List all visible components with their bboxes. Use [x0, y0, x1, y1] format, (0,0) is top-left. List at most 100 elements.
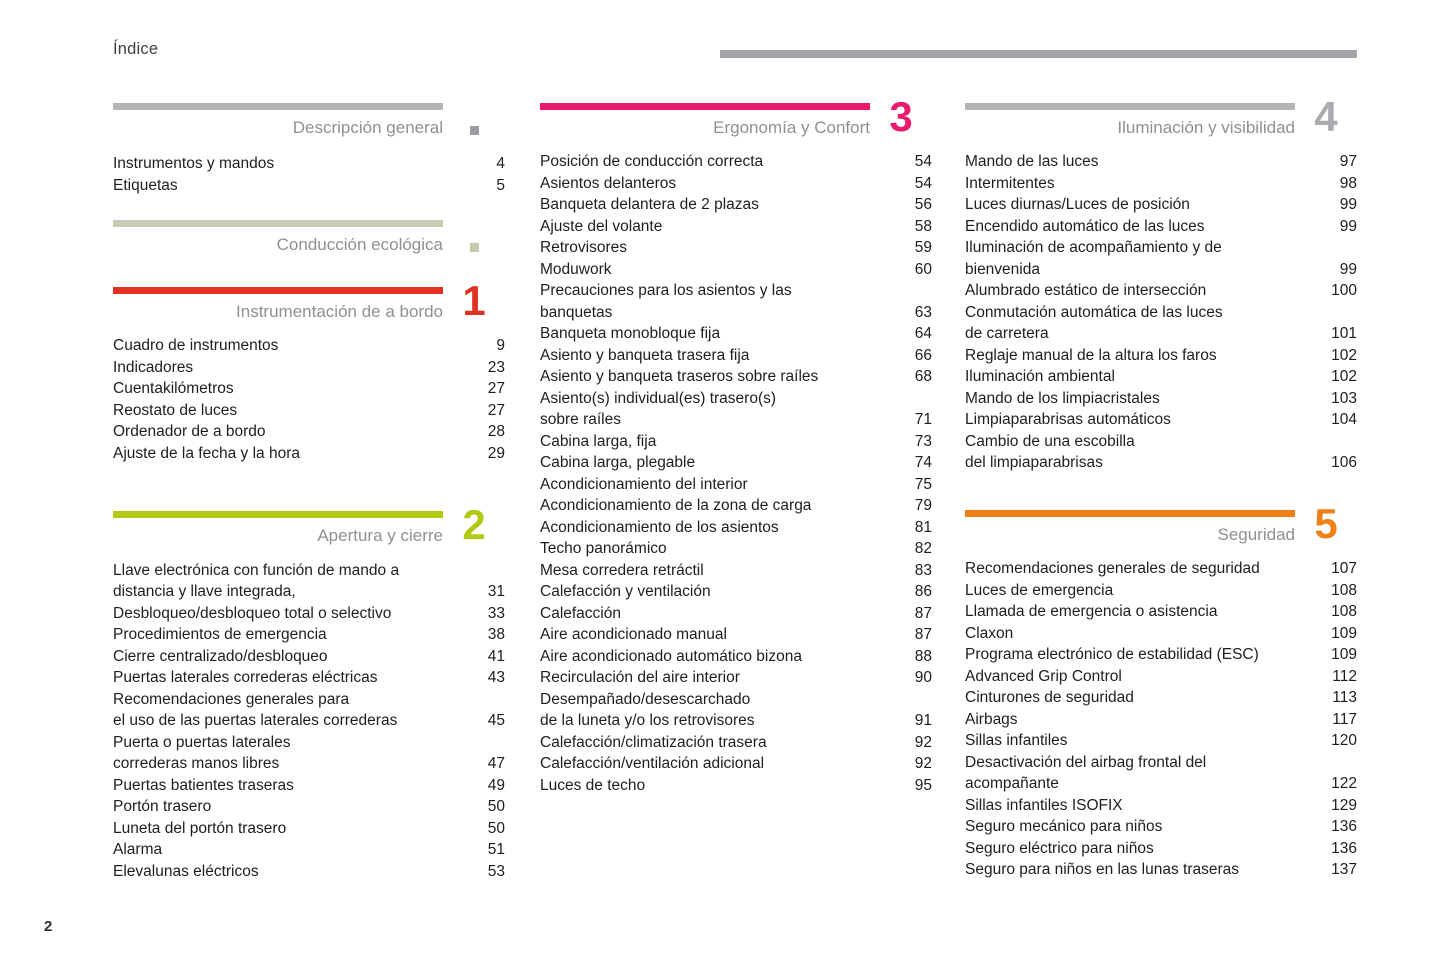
toc-entry: Puerta o puertas laterales correderas ma…: [113, 732, 505, 775]
toc-entry: Cuadro de instrumentos 9: [113, 335, 505, 357]
toc-entry: Luneta del portón trasero 50: [113, 818, 505, 840]
toc-entry-page: 81: [914, 518, 932, 536]
toc-entry-page: 59: [914, 239, 932, 257]
toc-entry: Mando de los limpiacristales 103: [965, 388, 1357, 410]
toc-entry-label: Cuadro de instrumentos: [113, 337, 279, 355]
toc-entry: Puertas laterales correderas eléctricas …: [113, 667, 505, 689]
entry-list: Llave electrónica con función de mando a…: [113, 560, 505, 883]
section-apertura-y-cierre: Apertura y cierre 2 Llave electrónica co…: [113, 504, 505, 883]
toc-entry-page: 33: [487, 604, 505, 622]
entry-list: Posición de conducción correcta 54 Asien…: [540, 151, 932, 796]
toc-entry-page: 83: [914, 561, 932, 579]
toc-entry: Desbloqueo/desbloqueo total o selectivo …: [113, 603, 505, 625]
toc-entry: Aire acondicionado manual 87: [540, 624, 932, 646]
toc-entry-label: Portón trasero: [113, 798, 212, 815]
toc-entry-label: Cierre centralizado/desbloqueo: [113, 647, 328, 665]
section-number: 3: [889, 93, 913, 140]
toc-entry-label: Moduwork: [540, 260, 612, 278]
toc-entry-label: Alarma: [113, 841, 163, 858]
toc-entry: Claxon 109: [965, 623, 1357, 645]
toc-entry-page: 88: [914, 647, 932, 665]
toc-entry-label: Acondicionamiento del interior: [540, 475, 748, 493]
toc-entry: Calefacción/ventilación adicional 92: [540, 753, 932, 775]
section-number: 5: [1314, 499, 1338, 547]
toc-entry-label: Limpiaparabrisas automáticos: [965, 411, 1171, 429]
section-title: Conducción ecológica: [276, 235, 443, 254]
toc-entry: Banqueta delantera de 2 plazas 56: [540, 194, 932, 216]
toc-entry: Cambio de una escobilla del limpiaparabr…: [965, 431, 1357, 474]
toc-entry-page: 106: [1331, 454, 1357, 472]
toc-entry-page: 75: [914, 475, 932, 493]
toc-entry-label: Conmutación automática de las luces de c…: [965, 303, 1223, 343]
toc-entry: Iluminación de acompañamiento y de bienv…: [965, 237, 1357, 280]
toc-entry: Acondicionamiento de la zona de carga 79: [540, 495, 932, 517]
toc-entry-label: Desbloqueo/desbloqueo total o selectivo: [113, 604, 392, 622]
toc-entry-page: 100: [1331, 282, 1357, 300]
toc-entry: Recomendaciones generales de seguridad 1…: [965, 558, 1357, 580]
section-header: Apertura y cierre 2: [113, 504, 505, 546]
toc-entry-page: 64: [914, 325, 932, 343]
toc-entry-label: Banqueta delantera de 2 plazas: [540, 196, 759, 214]
toc-entry: Iluminación ambiental 102: [965, 366, 1357, 388]
toc-entry-page: 90: [914, 669, 932, 687]
toc-entry-label: Precauciones para los asientos y las ban…: [540, 282, 792, 321]
toc-entry-label: Puerta o puertas laterales correderas ma…: [113, 733, 291, 773]
toc-entry: Intermitentes 98: [965, 173, 1357, 195]
toc-entry-label: Mando de los limpiacristales: [965, 389, 1160, 407]
toc-entry: Cinturones de seguridad 113: [965, 687, 1357, 709]
toc-entry-page: 95: [914, 776, 932, 794]
toc-entry-label: Claxon: [965, 624, 1014, 642]
entry-list: Cuadro de instrumentos 9 Indicadores 23 …: [113, 335, 505, 464]
toc-entry-label: Desactivación del airbag frontal del aco…: [965, 753, 1207, 793]
toc-entry: Encendido automático de las luces 99: [965, 216, 1357, 238]
toc-entry-page: 99: [1339, 217, 1357, 235]
toc-entry: Limpiaparabrisas automáticos 104: [965, 409, 1357, 431]
top-decoration-bar: [720, 50, 1357, 58]
section-accent-bar: [113, 103, 443, 110]
toc-entry-page: 5: [496, 176, 505, 194]
toc-entry: Sillas infantiles ISOFIX 129: [965, 795, 1357, 817]
toc-entry-label: Indicadores: [113, 358, 194, 376]
toc-entry-page: 108: [1331, 581, 1357, 599]
section-ergonomia-y-confort: Ergonomía y Confort 3 Posición de conduc…: [540, 93, 932, 796]
toc-entry-page: 79: [914, 497, 932, 515]
toc-entry-page: 41: [487, 647, 505, 665]
toc-entry: Ajuste de la fecha y la hora 29: [113, 443, 505, 465]
toc-entry-label: Llamada de emergencia o asistencia: [965, 603, 1218, 620]
toc-entry: Ordenador de a bordo 28: [113, 421, 505, 443]
toc-entry-page: 58: [914, 217, 932, 235]
toc-entry-page: 109: [1331, 624, 1357, 642]
toc-entry-label: Instrumentos y mandos: [113, 155, 275, 172]
toc-entry: Cuentakilómetros 27: [113, 378, 505, 400]
toc-entry-page: 87: [914, 626, 932, 644]
toc-column-1: Descripción general Instrumentos y mando…: [113, 100, 505, 882]
toc-entry: Programa electrónico de estabilidad (ESC…: [965, 644, 1357, 666]
toc-entry-page: 66: [914, 346, 932, 364]
toc-entry-page: 103: [1331, 389, 1357, 407]
toc-entry: Luces de techo 95: [540, 775, 932, 797]
toc-entry-page: 99: [1339, 196, 1357, 214]
toc-entry-label: Procedimientos de emergencia: [113, 626, 327, 643]
toc-entry-label: Seguro mecánico para niños: [965, 818, 1163, 835]
toc-entry-label: Luces de techo: [540, 776, 646, 794]
toc-entry: Calefacción y ventilación 86: [540, 581, 932, 603]
toc-entry: Acondicionamiento de los asientos 81: [540, 517, 932, 539]
section-accent-bar: [965, 103, 1295, 110]
toc-entry: Elevalunas eléctricos 53: [113, 861, 505, 883]
toc-entry: Sillas infantiles 120: [965, 730, 1357, 752]
toc-entry-label: Etiquetas: [113, 176, 178, 194]
toc-entry-page: 86: [914, 583, 932, 601]
toc-entry-page: 91: [914, 712, 932, 730]
toc-entry: Procedimientos de emergencia 38: [113, 624, 505, 646]
toc-entry: Recomendaciones generales para el uso de…: [113, 689, 505, 732]
toc-entry: Aire acondicionado automático bizona 88: [540, 646, 932, 668]
toc-entry: Asientos delanteros 54: [540, 173, 932, 195]
toc-entry-label: Techo panorámico: [540, 540, 667, 558]
toc-entry-page: 56: [914, 196, 932, 214]
toc-entry-label: Recomendaciones generales de seguridad: [965, 560, 1260, 577]
section-header: Conducción ecológica: [113, 217, 505, 257]
toc-entry: Calefacción/climatización trasera 92: [540, 732, 932, 754]
toc-entry: Asiento y banqueta trasera fija 66: [540, 345, 932, 367]
toc-entry-label: Ordenador de a bordo: [113, 423, 266, 441]
section-title: Descripción general: [292, 118, 443, 137]
